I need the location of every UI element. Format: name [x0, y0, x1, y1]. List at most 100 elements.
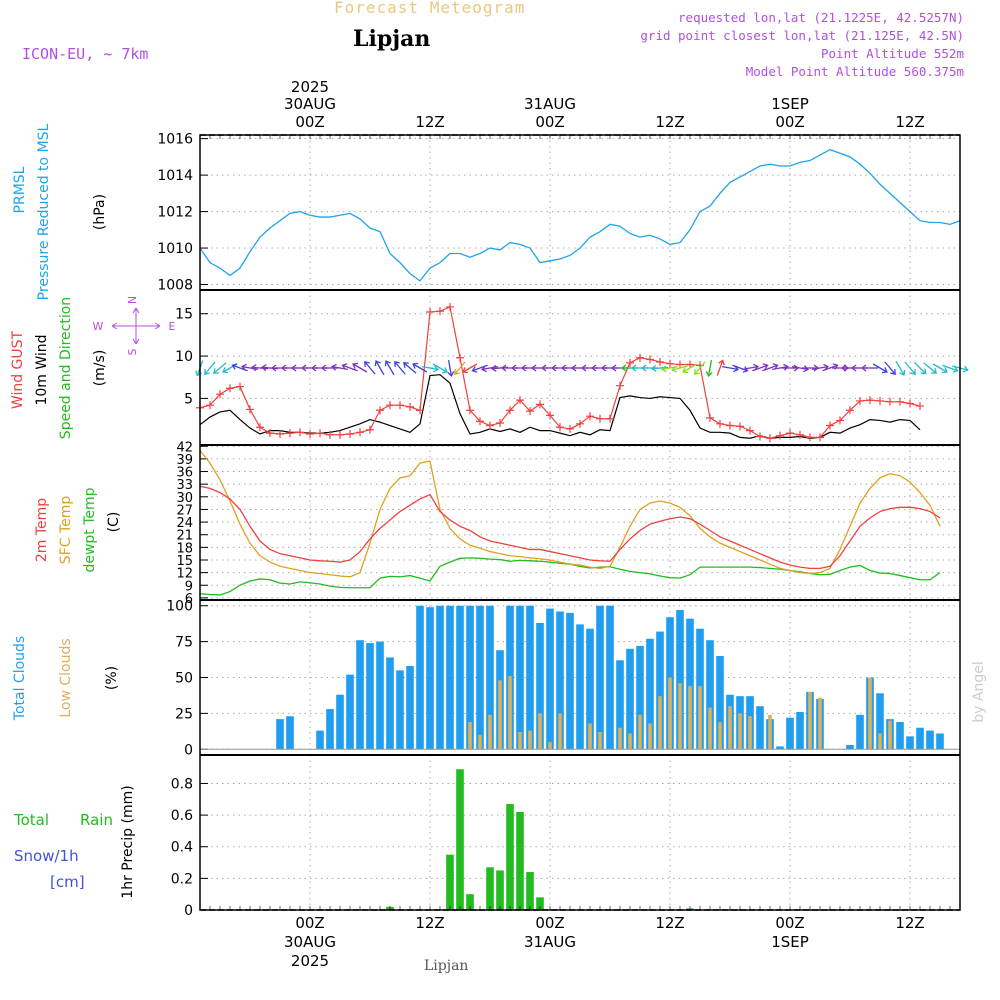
- total-cloud-bar: [406, 666, 414, 750]
- low-cloud-bar: [878, 733, 882, 750]
- wind-direction-arrow: [403, 362, 417, 374]
- wind-gust-marker: [716, 419, 724, 428]
- wind-gust-marker: [266, 429, 274, 438]
- wind-arrow-head: [447, 371, 455, 377]
- total-cloud-bar: [606, 605, 614, 750]
- clouds-ytick-label: 75: [175, 635, 193, 651]
- wind-gust-marker: [286, 429, 294, 438]
- wind-arrow-head: [260, 364, 267, 372]
- wind-gust-marker: [846, 406, 854, 415]
- wind-arrow-head: [682, 367, 689, 374]
- total-cloud-bar: [656, 631, 664, 750]
- wind-arrow-head: [850, 364, 857, 372]
- footer-location: Lipjan: [424, 958, 469, 974]
- wind-gust-marker: [526, 407, 534, 416]
- wind-direction-arrow: [454, 361, 466, 375]
- wind-direction-arrow: [204, 361, 216, 375]
- temp-ytick-label: 18: [176, 541, 193, 556]
- wind-arrow-head: [374, 360, 381, 367]
- total-cloud-bar: [276, 719, 284, 750]
- wind-gust-marker: [586, 412, 594, 421]
- compass-north: N: [126, 296, 139, 304]
- wind-arrow-head: [620, 364, 627, 372]
- wind-arrow-shaft: [454, 361, 466, 375]
- wind-arrow-shaft: [772, 365, 788, 371]
- wind-arrow-head: [694, 369, 700, 375]
- time-axis-bottom-label: 31AUG: [524, 933, 576, 951]
- wind-gust-marker: [346, 429, 354, 438]
- time-axis-bottom-label: 00Z: [535, 914, 564, 932]
- wind-direction-arrow: [650, 364, 669, 372]
- total-cloud-bar: [416, 605, 424, 750]
- total-cloud-bar: [626, 648, 634, 750]
- total-cloud-bar: [776, 746, 784, 750]
- wind-arrow-shaft: [932, 363, 948, 373]
- total-cloud-bar: [616, 660, 624, 750]
- wind-arrow-head: [570, 364, 577, 372]
- wind-arrow-head: [550, 364, 557, 372]
- clouds-ytick-label: 25: [175, 706, 193, 722]
- total-cloud-bar: [526, 605, 534, 750]
- wind-arrow-head: [630, 364, 637, 372]
- wind-gust-marker: [816, 433, 824, 442]
- pressure-ytick-label: 1016: [157, 132, 193, 148]
- wind-gust-marker: [666, 359, 674, 368]
- compass-arrows-vertical: [132, 307, 140, 345]
- wind-gust-marker: [536, 400, 544, 409]
- wind-direction-arrow: [412, 362, 428, 373]
- wind-unit: (m/s): [92, 350, 108, 387]
- total-cloud-bar: [926, 730, 934, 750]
- temp-ytick-label: 12: [176, 567, 193, 582]
- time-axis-top-label: 1SEP: [771, 95, 809, 113]
- compass-west: W: [93, 320, 104, 333]
- temp-ytick-label: 9: [185, 579, 193, 594]
- wind-direction-arrow: [913, 361, 927, 375]
- low-cloud-bar: [598, 732, 602, 750]
- wind-arrow-head: [510, 364, 517, 372]
- clouds-ytick-label: 50: [175, 671, 193, 687]
- wind-arrow-head: [222, 367, 229, 374]
- total-cloud-bar: [386, 657, 394, 750]
- total-cloud-bar: [906, 736, 914, 750]
- wind-gust-marker: [306, 429, 314, 438]
- wind-direction-arrow: [481, 365, 498, 373]
- wind-arrow-shaft: [923, 362, 937, 374]
- wind-direction-arrow: [432, 363, 448, 374]
- low-cloud-bar: [548, 742, 552, 750]
- wind-arrow-head: [270, 364, 277, 372]
- low-cloud-bar: [668, 677, 672, 750]
- wind-direction-arrow: [872, 363, 888, 374]
- wind-gust-marker: [496, 418, 504, 427]
- clouds-ytick-label: 100: [166, 599, 193, 615]
- low-cloud-bar: [588, 723, 592, 750]
- total-cloud-bar: [846, 744, 854, 750]
- wind-direction-arrow: [932, 363, 948, 374]
- wind-direction-arrow: [705, 360, 713, 377]
- wind-arrow-head: [500, 364, 507, 372]
- time-axis-bottom-label: 30AUG: [284, 933, 336, 951]
- total-clouds-label: Total Clouds: [12, 636, 28, 721]
- wind-arrow-head: [803, 365, 809, 373]
- wind-arrow-head: [910, 369, 916, 375]
- pressure-label-long: Pressure Reduced to MSL: [36, 123, 52, 300]
- wind-direction-arrow: [895, 360, 906, 376]
- wind-gust-marker: [876, 396, 884, 405]
- time-axis-top-label: 00Z: [775, 113, 804, 131]
- wind-arrow-shaft: [403, 362, 417, 374]
- wind-gust-marker: [806, 433, 814, 442]
- wind-arrow-shaft: [375, 360, 385, 376]
- wind-gust-label: Wind GUST: [10, 330, 26, 409]
- wind-gust-marker: [686, 360, 694, 369]
- total-cloud-bar: [596, 605, 604, 750]
- wind-arrow-shaft: [884, 361, 896, 375]
- wind-direction-arrow: [762, 363, 779, 372]
- wind-arrow-shaft: [385, 360, 395, 376]
- wind-gust-marker: [476, 417, 484, 426]
- time-axis-top-label: 31AUG: [524, 95, 576, 113]
- total-cloud-bar: [646, 638, 654, 750]
- wind-arrow-head: [471, 366, 478, 373]
- wind-direction-arrow: [394, 361, 406, 375]
- wind-arrow-head: [580, 364, 587, 372]
- total-cloud-bar: [366, 643, 374, 750]
